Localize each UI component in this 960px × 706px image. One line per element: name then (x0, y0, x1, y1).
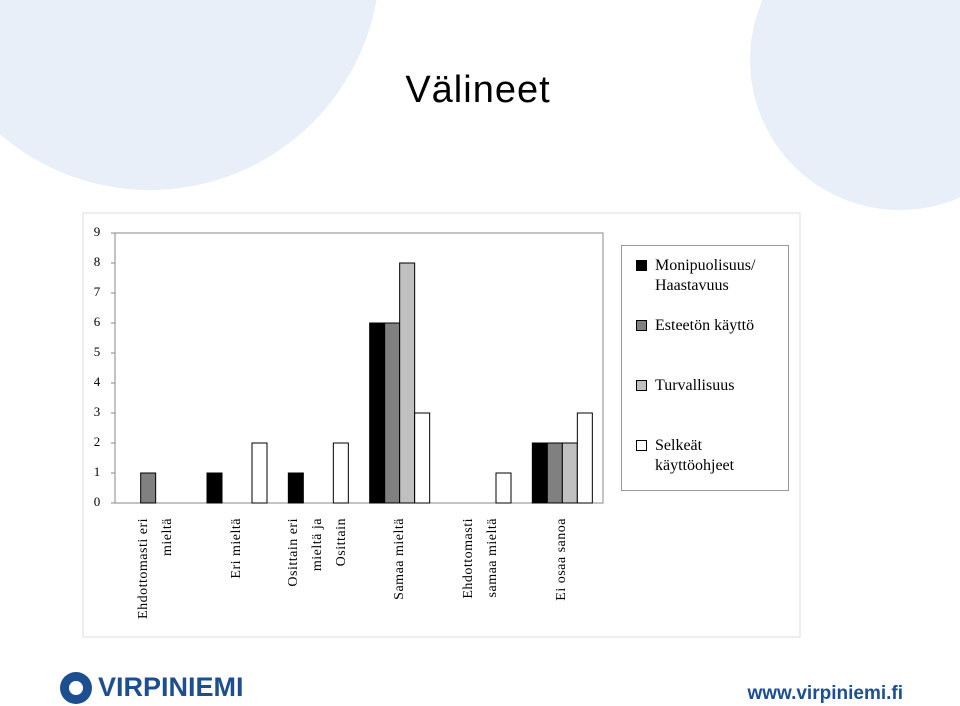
y-tick-label: 2 (94, 434, 101, 449)
bar (206, 472, 223, 504)
y-tick-label: 7 (94, 284, 101, 299)
x-tick-label: Osittain eri mieltä ja Osittain (286, 518, 350, 587)
legend-label: Esteetön käyttö (655, 317, 755, 334)
legend-swatch (636, 440, 647, 451)
legend-item: Esteetön käyttö (636, 316, 786, 336)
bar (495, 472, 512, 504)
x-tick-label: Samaa mieltä (391, 518, 407, 600)
bar (251, 442, 268, 504)
legend-swatch (636, 260, 647, 271)
plot-area (114, 232, 604, 504)
decoration (750, 0, 960, 210)
legend: Monipuolisuus/ Haastavuus Esteetön käyttö… (621, 245, 789, 491)
y-tick-label: 3 (94, 404, 101, 419)
bar (414, 412, 431, 504)
bar (369, 322, 386, 504)
x-tick-label: Eri mieltä (229, 518, 244, 579)
legend-label: Selkeät käyttöohjeet (655, 437, 735, 474)
bar (531, 442, 548, 504)
bar (399, 262, 416, 504)
bar (576, 412, 593, 504)
bar (140, 472, 157, 504)
x-tick-label: Ehdottomasti samaa mieltä (461, 518, 500, 599)
legend-label: Turvallisuus (655, 377, 735, 394)
bar (332, 442, 349, 504)
legend-item: Monipuolisuus/ Haastavuus (636, 256, 786, 296)
bar (546, 442, 563, 504)
y-tick-label: 1 (94, 464, 101, 479)
logo-mark (69, 681, 83, 695)
bar (384, 322, 401, 504)
y-tick-label: 9 (94, 224, 101, 239)
y-tick-label: 4 (94, 374, 101, 389)
y-tick-label: 5 (94, 344, 101, 359)
logo-text: VIRPINIEMI (98, 672, 244, 702)
bar (561, 442, 578, 504)
x-tick-label: Ei osaa sanoa (554, 518, 570, 601)
url: www.virpiniemi.fi (746, 683, 903, 704)
chart-title: Välineet (405, 69, 550, 111)
legend-label: Monipuolisuus/ Haastavuus (655, 257, 756, 294)
y-tick-label: 8 (94, 254, 101, 269)
legend-swatch (636, 380, 647, 391)
y-tick-label: 6 (94, 314, 101, 329)
x-tick-label: Ehdottomasti eri mieltä (135, 518, 175, 619)
legend-swatch (636, 320, 647, 331)
legend-item: Turvallisuus (636, 376, 786, 396)
bar (287, 472, 304, 504)
y-tick-label: 0 (94, 494, 101, 509)
decoration (0, 0, 377, 190)
legend-item: Selkeät käyttöohjeet (636, 436, 786, 476)
